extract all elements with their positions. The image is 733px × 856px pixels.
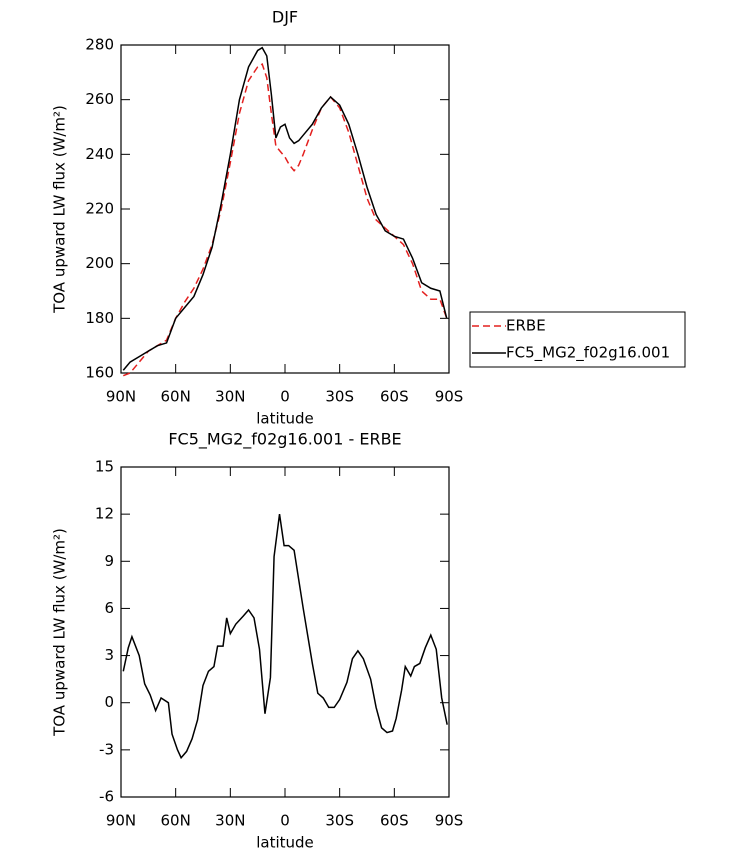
x-tick-label: 30N: [215, 812, 245, 830]
x-tick-label: 90S: [435, 812, 464, 830]
x-tick-label: 30S: [325, 388, 354, 406]
x-tick-label: 60S: [380, 812, 409, 830]
x-tick-label: 60N: [161, 812, 191, 830]
y-tick-label: 12: [95, 505, 114, 523]
x-tick-label: 90S: [435, 388, 464, 406]
chart-title: FC5_MG2_f02g16.001 - ERBE: [168, 430, 401, 450]
x-tick-label: 60N: [161, 388, 191, 406]
legend-box: [469, 311, 686, 368]
legend-label: FC5_MG2_f02g16.001: [506, 344, 670, 363]
x-tick-label: 0: [280, 388, 290, 406]
plot-frame: [120, 466, 450, 798]
y-tick-label: 280: [85, 36, 114, 54]
y-tick-label: 3: [104, 646, 114, 664]
x-tick-label: 90N: [106, 388, 136, 406]
legend-label: ERBE: [506, 317, 546, 335]
chart-title: DJF: [272, 8, 298, 27]
data-line: [122, 46, 448, 371]
y-tick-label: 9: [104, 552, 114, 570]
y-tick-label: -6: [99, 788, 114, 806]
x-axis-label: latitude: [256, 834, 314, 852]
y-tick-label: 180: [85, 309, 114, 327]
data-line: [122, 514, 448, 760]
y-axis-label: TOA upward LW flux (W/m²): [51, 105, 69, 314]
y-axis-label: TOA upward LW flux (W/m²): [51, 528, 69, 737]
y-tick-label: 200: [85, 254, 114, 272]
y-tick-label: 260: [85, 90, 114, 108]
y-tick-label: -3: [99, 740, 114, 758]
x-tick-label: 30N: [215, 388, 245, 406]
x-tick-label: 90N: [106, 812, 136, 830]
y-tick-label: 6: [104, 599, 114, 617]
x-tick-label: 0: [280, 812, 290, 830]
y-tick-label: 15: [95, 458, 114, 476]
y-tick-label: 0: [104, 693, 114, 711]
data-line: [123, 63, 448, 377]
x-axis-label: latitude: [256, 410, 314, 428]
x-tick-label: 60S: [380, 388, 409, 406]
y-tick-label: 160: [85, 364, 114, 382]
x-tick-label: 30S: [325, 812, 354, 830]
y-tick-label: 240: [85, 145, 114, 163]
plot-frame: [120, 44, 450, 374]
y-tick-label: 220: [85, 200, 114, 218]
